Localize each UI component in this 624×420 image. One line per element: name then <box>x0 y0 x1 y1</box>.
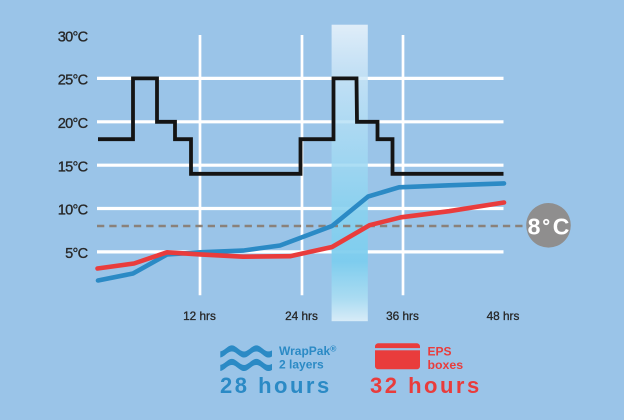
svg-text:24 hrs: 24 hrs <box>285 309 318 323</box>
svg-text:28 hours: 28 hours <box>220 373 332 398</box>
svg-text:25°C: 25°C <box>58 73 88 89</box>
svg-text:boxes: boxes <box>428 358 464 372</box>
svg-text:WrapPak®: WrapPak® <box>279 344 337 359</box>
svg-text:20°C: 20°C <box>58 116 88 132</box>
svg-text:30°C: 30°C <box>58 29 88 45</box>
svg-text:10°C: 10°C <box>58 203 88 219</box>
svg-text:12 hrs: 12 hrs <box>183 309 216 323</box>
svg-text:5°C: 5°C <box>65 246 88 262</box>
svg-text:32 hours: 32 hours <box>370 373 482 398</box>
svg-text:48 hrs: 48 hrs <box>487 309 520 323</box>
svg-text:15°C: 15°C <box>58 159 88 175</box>
svg-text:36 hrs: 36 hrs <box>386 309 419 323</box>
svg-text:2 layers: 2 layers <box>279 358 324 372</box>
svg-text:EPS: EPS <box>428 344 452 358</box>
svg-text:8: 8 <box>528 213 541 239</box>
svg-text:C: C <box>553 213 570 239</box>
